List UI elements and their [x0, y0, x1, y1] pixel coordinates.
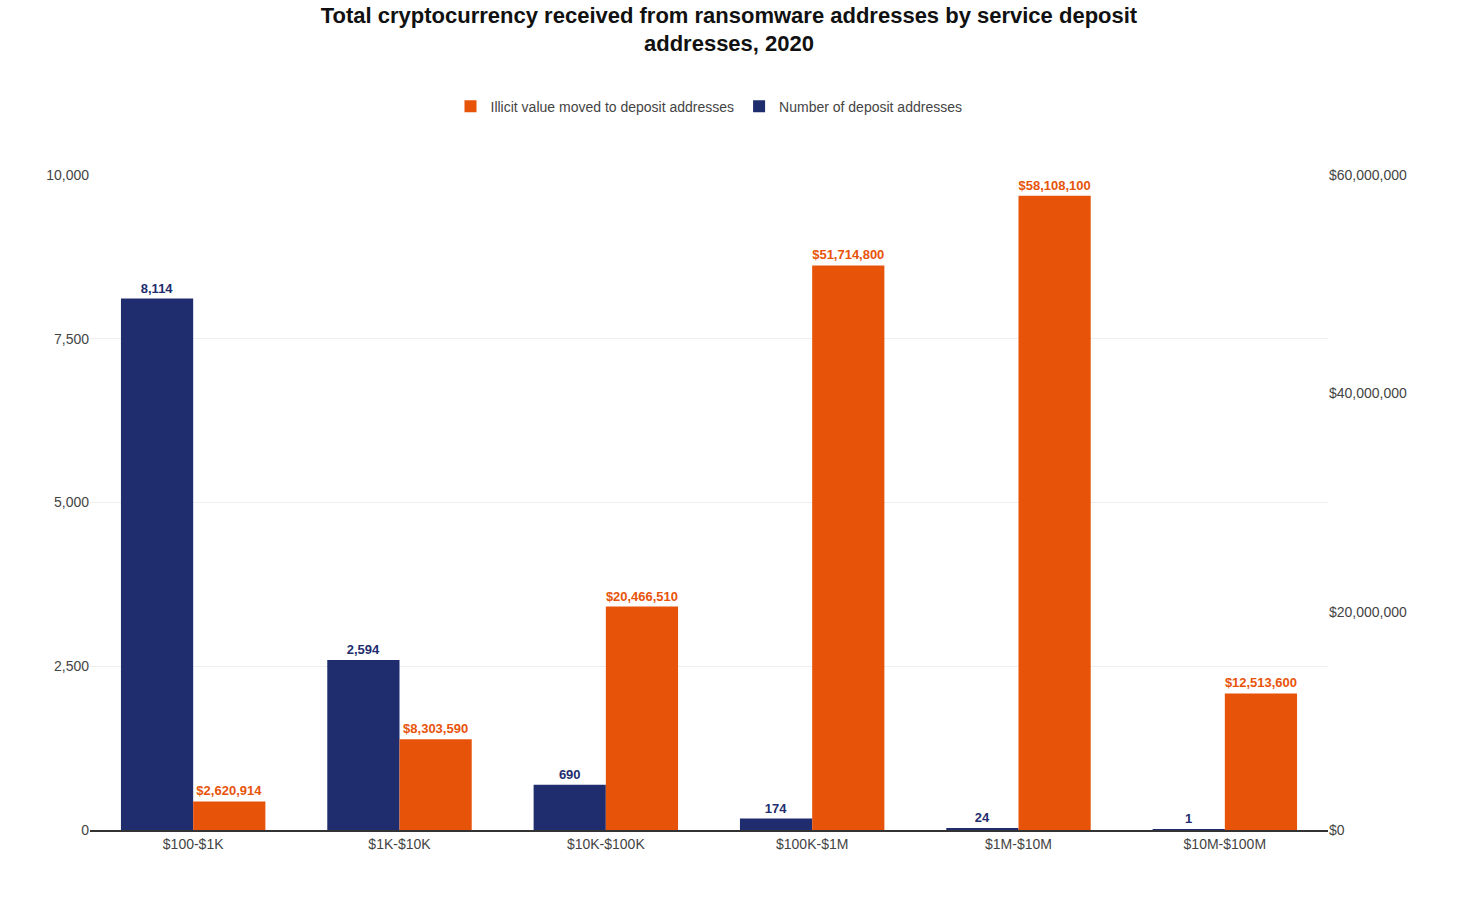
svg-text:$10K-$100K: $10K-$100K [567, 836, 646, 852]
svg-text:690: 690 [559, 767, 581, 782]
svg-text:Number of deposit addresses: Number of deposit addresses [779, 99, 962, 115]
svg-text:$2,620,914: $2,620,914 [196, 783, 262, 798]
svg-text:$58,108,100: $58,108,100 [1019, 178, 1091, 193]
svg-text:$20,466,510: $20,466,510 [606, 589, 678, 604]
svg-text:Total cryptocurrency received: Total cryptocurrency received from ranso… [321, 3, 1138, 57]
svg-text:174: 174 [765, 801, 787, 816]
svg-text:$40,000,000: $40,000,000 [1329, 385, 1407, 401]
svg-text:$60,000,000: $60,000,000 [1329, 167, 1407, 183]
svg-text:$10M-$100M: $10M-$100M [1184, 836, 1267, 852]
svg-text:$100K-$1M: $100K-$1M [776, 836, 848, 852]
svg-text:$20,000,000: $20,000,000 [1329, 604, 1407, 620]
svg-text:$8,303,590: $8,303,590 [403, 721, 468, 736]
svg-text:7,500: 7,500 [54, 331, 89, 347]
svg-text:Illicit value moved to deposit: Illicit value moved to deposit addresses [491, 99, 735, 115]
svg-text:$0: $0 [1329, 822, 1345, 838]
svg-text:0: 0 [81, 822, 89, 838]
svg-text:$1M-$10M: $1M-$10M [985, 836, 1052, 852]
svg-text:$12,513,600: $12,513,600 [1225, 675, 1297, 690]
svg-text:24: 24 [975, 810, 990, 825]
svg-text:5,000: 5,000 [54, 494, 89, 510]
svg-text:8,114: 8,114 [141, 281, 174, 296]
svg-text:2,594: 2,594 [347, 642, 380, 657]
svg-text:1: 1 [1185, 811, 1192, 826]
svg-text:10,000: 10,000 [46, 167, 89, 183]
svg-text:$100-$1K: $100-$1K [163, 836, 224, 852]
svg-text:2,500: 2,500 [54, 658, 89, 674]
svg-text:$51,714,800: $51,714,800 [812, 247, 884, 262]
svg-text:$1K-$10K: $1K-$10K [368, 836, 431, 852]
